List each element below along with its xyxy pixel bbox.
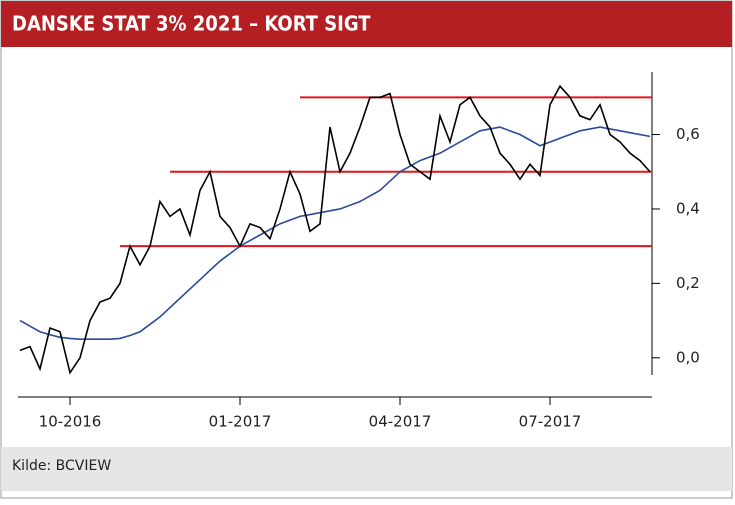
x-tick-label: 04-2017 <box>369 413 432 431</box>
x-tick-label: 10-2016 <box>39 413 102 431</box>
series-line <box>19 84 651 375</box>
y-tick-label: 0,0 <box>676 348 700 366</box>
y-tick-label: 0,2 <box>676 274 700 292</box>
y-tick-label: 0,4 <box>676 199 700 217</box>
header <box>1 1 732 47</box>
source: Kilde: BCVIEW <box>12 458 111 474</box>
footer <box>1 447 732 491</box>
chart-title: DANSKE STAT 3% 2021 – KORT SIGT <box>12 12 371 36</box>
y-tick-label: 0,6 <box>676 125 700 143</box>
x-tick-label: 01-2017 <box>209 413 272 431</box>
x-tick-label: 07-2017 <box>519 413 582 431</box>
